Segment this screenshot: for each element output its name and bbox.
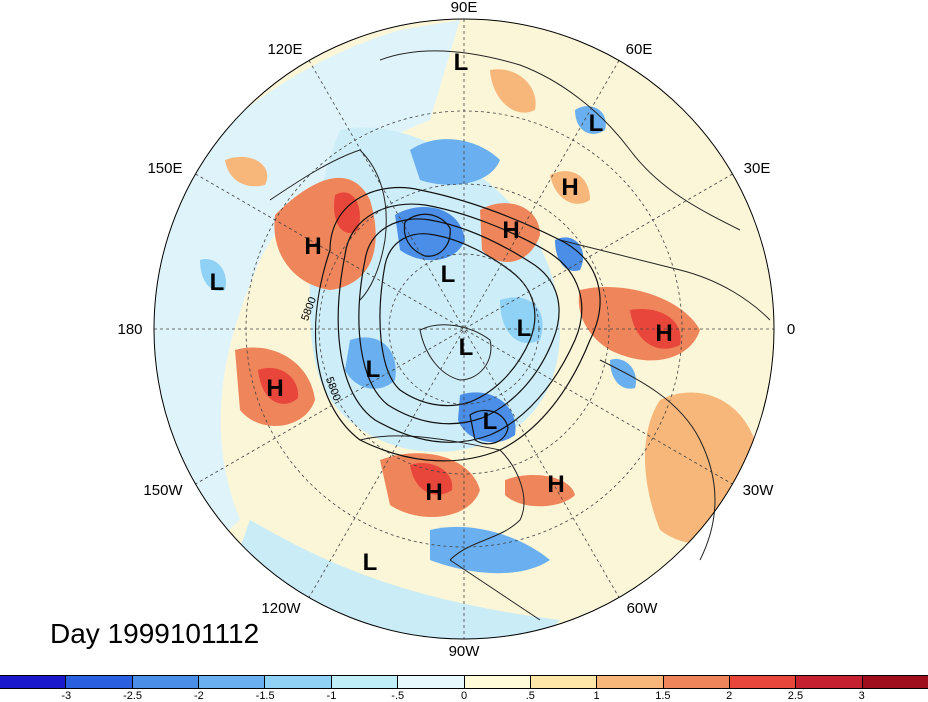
colorbar-swatch: [796, 676, 863, 688]
contour-2: [337, 203, 583, 443]
coast-greenland: [419, 324, 492, 381]
colorbar-swatch: [398, 676, 465, 688]
pressure-center-label: L: [589, 110, 604, 137]
pressure-center-label: L: [363, 549, 378, 576]
colorbar-swatches: [0, 675, 928, 689]
lon-label-60w: 60W: [627, 600, 659, 617]
lon-label-60e: 60E: [626, 41, 653, 58]
anomaly-neg-10: [610, 359, 636, 389]
anomaly-pos-3: [550, 171, 590, 204]
coastlines: [269, 50, 771, 621]
colorbar-tick-label: 1.5: [655, 690, 671, 702]
colorbar-swatch: [729, 676, 797, 688]
colorbar-swatch: [132, 676, 200, 688]
lat-circle-2: [318, 183, 610, 475]
colorbar-tick-labels: -3 -2.5 -2 -1.5 -1 -.5 0 .5 1 1.5 2 2.5 3: [0, 689, 928, 702]
graticule: [154, 19, 774, 639]
map-title: Day 1999101112: [50, 618, 260, 649]
pressure-center-label: H: [655, 320, 672, 347]
meridian-120e-60w: [308, 60, 620, 598]
meridian-150e-30w: [195, 173, 733, 485]
polar-stereographic-map: 90E 120E 60E 150E 30E 180 0 150W 30W 120…: [117, 0, 795, 660]
colorbar-tick-label: 3: [858, 690, 865, 702]
colorbar-tick-label: 0: [460, 690, 468, 702]
colorbar-swatch: [530, 676, 598, 688]
colorbar-swatch: [663, 676, 730, 688]
colorbar-tick-label: .5: [525, 690, 535, 702]
colorbar-tick-label: -1.5: [255, 690, 275, 702]
colorbar-swatch: [265, 676, 332, 688]
colorbar-tick-label: 2.5: [787, 690, 804, 702]
pressure-center-label: L: [366, 356, 381, 383]
anomaly-pos-5-core: [630, 309, 681, 349]
contour-3: [358, 218, 560, 425]
colorbar-tick-label: -.5: [391, 690, 405, 702]
anomaly-neg-1: [410, 139, 500, 185]
anomaly-pos-7-core: [258, 367, 299, 404]
coast-north-america: [359, 435, 525, 561]
meridian-30e-150w: [195, 173, 733, 485]
lon-label-90w: 90W: [449, 643, 481, 660]
meridian-60e-120w: [308, 60, 620, 598]
colorbar-swatch: [0, 676, 67, 688]
lon-label-150w: 150W: [143, 482, 183, 499]
pressure-center-label: L: [459, 334, 474, 361]
colorbar-swatch: [464, 676, 531, 688]
anomaly-neg-7: [430, 526, 550, 574]
anomaly-pos-4: [490, 69, 536, 113]
anomaly-neg-8: [575, 106, 606, 134]
pressure-center-label: L: [441, 261, 456, 288]
colorbar-tick-label: -1: [326, 690, 337, 702]
pressure-center-label: H: [425, 479, 442, 506]
anomaly-pos-10: [225, 156, 268, 187]
lon-label-120w: 120W: [261, 600, 301, 617]
pressure-center-label: H: [304, 233, 321, 260]
coast-central-america: [449, 559, 541, 621]
colorbar: -3 -2.5 -2 -1.5 -1 -.5 0 .5 1 1.5 2 2.5 3: [0, 675, 928, 702]
contour-low-asia: [403, 213, 451, 257]
colorbar-swatch: [331, 676, 399, 688]
pressure-center-label: H: [547, 471, 564, 498]
lon-label-0: 0: [787, 321, 795, 338]
colorbar-swatch: [199, 676, 266, 688]
pressure-center-label: L: [517, 315, 532, 342]
coast-africa: [599, 359, 716, 561]
anomaly-neg-5: [500, 297, 543, 344]
colorbar-tick-label: -2: [193, 690, 204, 702]
anomaly-neg-9: [200, 259, 226, 291]
colorbar-swatch: [862, 676, 928, 688]
contour-5800-outer: [314, 186, 601, 462]
contour-4: [379, 233, 536, 407]
colorbar-tick-label: 2: [726, 690, 733, 702]
coast-siberia: [379, 50, 741, 231]
contour-low-canada: [469, 409, 509, 445]
pressure-center-label: H: [502, 217, 519, 244]
colorbar-tick-label: -2.5: [123, 690, 143, 702]
pressure-center-label: L: [483, 408, 498, 435]
anomaly-pos-8-core: [410, 462, 453, 495]
map-border: [153, 18, 775, 640]
lon-label-150e: 150E: [147, 160, 182, 177]
longitude-labels: 90E 120E 60E 150E 30E 180 0 150W 30W 120…: [117, 0, 795, 660]
pressure-center-label: L: [454, 49, 469, 76]
pressure-center-label: L: [210, 269, 225, 296]
lon-label-30e: 30E: [744, 160, 771, 177]
lon-label-180: 180: [117, 321, 142, 338]
anomaly-pos-9: [505, 475, 575, 507]
colorbar-swatch: [66, 676, 133, 688]
pressure-center-label: H: [266, 375, 283, 402]
lon-label-120e: 120E: [267, 41, 302, 58]
colorbar-swatch: [597, 676, 664, 688]
coast-europe: [559, 239, 771, 321]
colorbar-tick-label: 1: [593, 690, 600, 702]
colorbar-tick-label: -3: [61, 690, 72, 702]
pressure-center-label: H: [561, 174, 578, 201]
lon-label-90e: 90E: [451, 0, 478, 16]
lon-label-30w: 30W: [743, 482, 775, 499]
height-contours: [314, 186, 601, 462]
anomaly-pos-1-core: [334, 192, 360, 234]
pressure-centers: L L H H H L L L H L L H L L H H: [210, 49, 673, 576]
